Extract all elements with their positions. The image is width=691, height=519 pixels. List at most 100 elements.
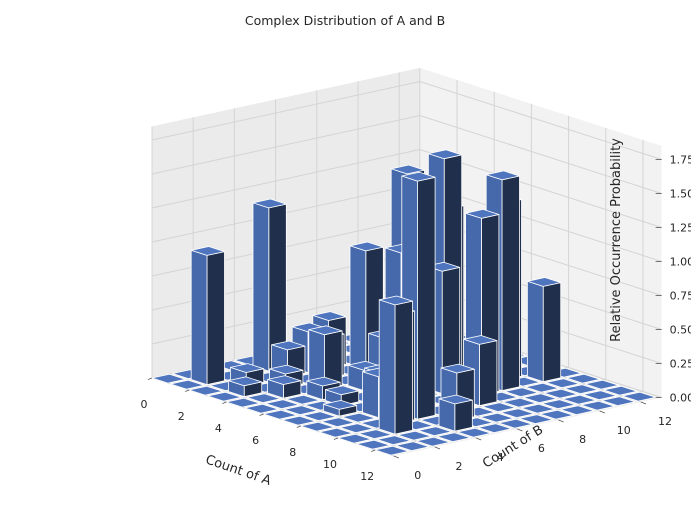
x-tick-label: 8 <box>289 446 296 459</box>
bar <box>267 375 302 399</box>
z-tick-label: 1.50 <box>670 188 691 201</box>
y-tick-mark <box>517 428 523 432</box>
y-tick-mark <box>393 455 399 459</box>
y-tick-mark <box>599 410 605 414</box>
floor-tile <box>457 427 492 438</box>
floor-tile <box>566 373 601 384</box>
bar <box>322 399 358 417</box>
floor-tile <box>436 432 471 443</box>
grid-line-z <box>419 115 662 194</box>
floor-tile <box>562 394 597 405</box>
floor-tile <box>300 421 335 432</box>
floor-tile <box>170 379 205 390</box>
floor-tile <box>539 409 574 420</box>
x-tick-mark <box>371 449 376 452</box>
floor-tile <box>246 393 281 404</box>
floor-tile <box>504 387 539 398</box>
floor-tile <box>281 415 316 426</box>
x-tick-mark <box>222 401 227 404</box>
z-tick-label: 1.75 <box>670 154 691 167</box>
x-tick-label: 12 <box>360 470 374 483</box>
x-tick-mark <box>147 377 153 380</box>
x-tick-mark <box>296 425 301 428</box>
grid-line-z <box>419 81 662 160</box>
floor-tile <box>285 394 320 405</box>
floor-tile <box>541 399 576 410</box>
x-tick-label: 10 <box>323 458 337 471</box>
grid-line-z <box>151 81 420 141</box>
floor-tile <box>523 393 558 404</box>
bar <box>527 277 562 383</box>
floor-tile <box>500 408 535 419</box>
y-tick-label: 4 <box>497 451 504 464</box>
floor-tile <box>582 390 617 401</box>
y-tick-mark <box>434 446 441 450</box>
floor-tile <box>376 435 411 446</box>
y-tick-label: 10 <box>617 424 631 437</box>
bar <box>378 295 413 435</box>
x-tick-label: 2 <box>178 410 185 423</box>
bar <box>227 376 263 398</box>
floor-tile <box>283 405 318 416</box>
floor-tile <box>564 384 599 395</box>
floor-tile <box>601 396 636 407</box>
bar <box>438 394 473 432</box>
floor-tile <box>356 439 391 450</box>
floor-tile <box>584 379 619 390</box>
floor-tile <box>519 414 554 425</box>
z-tick-label: 1.25 <box>670 222 691 235</box>
z-tick-label: 1.00 <box>670 256 691 269</box>
grid-line-z <box>151 115 420 175</box>
floor-tile <box>560 405 595 416</box>
x-tick-label: 0 <box>141 398 148 411</box>
y-tick-label: 8 <box>579 433 586 446</box>
floor-tile <box>397 430 432 441</box>
y-tick-label: 6 <box>538 442 545 455</box>
z-tick-label: 0.00 <box>670 392 691 405</box>
bars-group <box>151 149 657 456</box>
floor-tile <box>225 397 261 408</box>
x-tick-label: 6 <box>252 434 259 447</box>
z-tick-label: 0.50 <box>670 324 691 337</box>
floor-tile <box>374 445 409 456</box>
x-tick-mark <box>333 437 339 440</box>
x-tick-mark <box>185 389 190 392</box>
floor-tile <box>339 423 374 434</box>
x-tick-mark <box>259 413 264 416</box>
floor-tile <box>341 412 376 423</box>
floor-tile <box>498 418 533 429</box>
y-tick-label: 12 <box>658 415 672 428</box>
floor-tile <box>543 388 578 399</box>
x-axis-label: Count of A <box>203 452 273 488</box>
z-axis-label: Relative Occurrence Probability <box>609 138 624 342</box>
floor-tile <box>337 433 372 444</box>
grid-line-z <box>151 149 420 209</box>
floor-tile <box>417 426 453 437</box>
floor-tile <box>545 378 580 389</box>
y-tick-mark <box>558 419 564 423</box>
floor-tile <box>580 400 615 411</box>
floor-tile <box>151 373 186 384</box>
floor-tile <box>265 399 300 410</box>
z-tick-label: 0.75 <box>670 290 691 303</box>
floor-tile <box>302 411 337 422</box>
floor-tile <box>395 441 430 452</box>
floor-tile <box>525 382 560 393</box>
floor-tile <box>481 402 516 413</box>
floor-tile <box>521 403 556 414</box>
floor-tile <box>479 412 514 423</box>
chart-title: Complex Distribution of A and B <box>245 13 445 28</box>
floor-tile <box>603 385 638 396</box>
floor-tile <box>502 397 537 408</box>
floor-tile <box>188 385 223 396</box>
y-tick-label: 2 <box>456 460 463 473</box>
floor-tile <box>415 436 451 447</box>
y-tick-mark <box>640 401 647 405</box>
y-tick-mark <box>476 437 482 441</box>
floor-tile <box>320 417 356 428</box>
floor-tile <box>477 423 512 434</box>
floor-tile <box>207 391 242 402</box>
floor-tile <box>318 427 354 438</box>
y-tick-label: 0 <box>414 469 421 482</box>
